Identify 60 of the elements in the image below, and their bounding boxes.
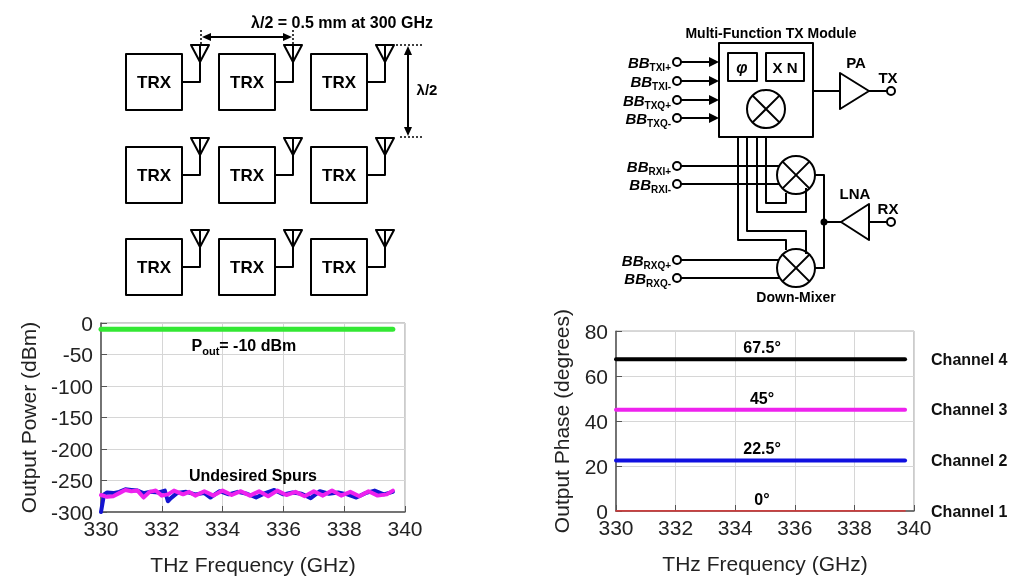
x-axis-title: THz Frequency (GHz) [150, 553, 356, 576]
text: Down-Mixer [756, 289, 837, 305]
text: BB$_{TXQ+}$ [622, 91, 672, 111]
text: BB$_{TXI-}$ [630, 72, 671, 92]
x-tick-label: 336 [265, 517, 301, 540]
y-tick-label: -150 [50, 406, 93, 429]
text: TX [878, 68, 898, 86]
y-tick-label: -100 [50, 374, 93, 398]
text: RX [877, 199, 899, 217]
y-tick-label: -50 [62, 343, 93, 366]
text: TRX [230, 72, 265, 92]
x-tick-label: 334 [205, 517, 241, 540]
text: BB$_{RXI-}$ [629, 175, 671, 195]
x-tick-label: 332 [144, 517, 180, 540]
text: PA [846, 53, 867, 71]
text: LNA [839, 184, 871, 202]
y-tick-label: 80 [584, 319, 608, 343]
annotation: 45° [749, 389, 775, 407]
text: TRX [137, 165, 172, 185]
text: TRX [322, 165, 357, 185]
text: TRX [230, 257, 265, 277]
text: φ [736, 58, 748, 76]
series-label: Channel 3 [931, 401, 1008, 419]
x-axis-title: THz Frequency (GHz) [662, 552, 868, 575]
x-tick-label: 334 [717, 516, 754, 539]
line-series [99, 487, 395, 500]
text: X N [772, 58, 798, 76]
annotation: Undesired Spurs [188, 466, 318, 484]
text: λ/2 [416, 80, 438, 98]
text: TRX [137, 257, 172, 277]
series-label: Channel 4 [931, 350, 1008, 368]
text: λ/2 = 0.5 mm at 300 GHz [251, 13, 433, 31]
y-tick-label: 60 [584, 364, 608, 388]
text: TRX [322, 72, 357, 92]
text: Multi-Function TX Module [685, 25, 857, 41]
annotation: P$_{out}$= -10 dBm [191, 336, 297, 358]
x-tick-label: 340 [387, 517, 423, 540]
y-tick-label: 40 [584, 409, 608, 433]
x-tick-label: 340 [896, 516, 932, 539]
text: TRX [137, 72, 172, 92]
y-axis-title: Output Power (dBm) [17, 321, 40, 514]
text: BB$_{TXI+}$ [627, 53, 672, 73]
series-label: Channel 2 [931, 451, 1008, 469]
x-tick-label: 338 [836, 516, 872, 539]
y-axis-title: Output Phase (degrees) [550, 308, 573, 534]
x-tick-label: 332 [658, 516, 694, 539]
y-tick-label: 0 [81, 311, 93, 335]
x-tick-label: 338 [326, 517, 362, 540]
y-tick-label: -200 [50, 437, 93, 461]
text: BB$_{RXQ+}$ [621, 251, 672, 271]
text: TRX [230, 165, 265, 185]
annotation: 0° [754, 490, 770, 508]
annotation: 67.5° [743, 338, 781, 356]
y-tick-label: 20 [584, 454, 608, 478]
annotation: 22.5° [743, 439, 781, 457]
series-label: Channel 1 [931, 502, 1008, 520]
x-tick-label: 336 [777, 516, 813, 539]
text: TRX [322, 257, 357, 277]
y-tick-label: -250 [50, 469, 93, 492]
text: BB$_{RXI+}$ [626, 157, 672, 177]
